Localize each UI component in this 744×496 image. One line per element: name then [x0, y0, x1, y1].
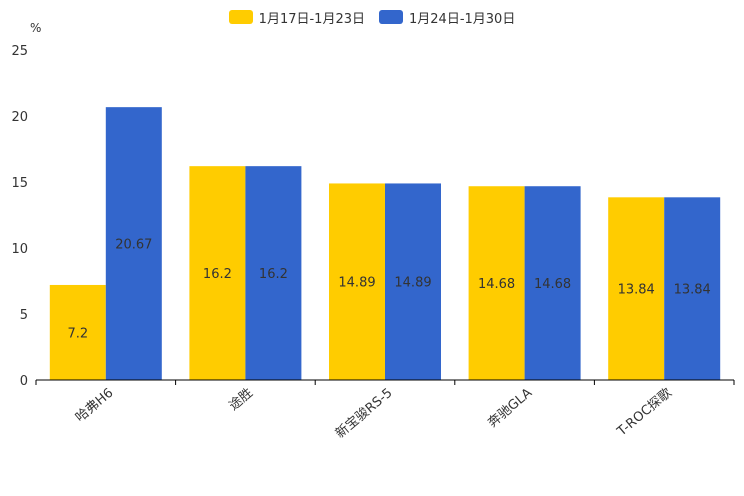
legend-label-series-2: 1月24日-1月30日 — [409, 11, 516, 27]
data-label: 20.67 — [115, 238, 152, 253]
bar-series-1[interactable] — [189, 166, 246, 380]
legend-swatch-series-1 — [228, 10, 253, 24]
bar-series-2[interactable] — [105, 107, 162, 380]
data-label: 14.89 — [338, 276, 375, 291]
y-axis-unit: % — [30, 21, 42, 35]
data-label: 14.68 — [534, 277, 571, 292]
legend-item-series-1[interactable]: 1月17日-1月23日 — [228, 7, 365, 27]
y-tick-label: 25 — [11, 44, 28, 59]
data-label: 7.2 — [67, 326, 88, 341]
legend-swatch-series-2 — [379, 10, 403, 24]
y-tick-label: 0 — [20, 374, 28, 389]
y-tick-label: 10 — [11, 242, 28, 257]
y-tick-label: 15 — [11, 176, 28, 191]
bar-series-1[interactable] — [608, 197, 665, 380]
legend-label-series-1: 1月17日-1月23日 — [258, 11, 365, 27]
bar-series-1[interactable] — [329, 183, 385, 380]
x-tick-label: 新宝骏RS-5 — [332, 385, 395, 442]
chart-legend: 1月17日-1月23日 1月24日-1月30日 — [0, 7, 744, 27]
x-tick-label: 哈弗H6 — [73, 386, 116, 426]
y-tick-label: 5 — [20, 308, 28, 323]
y-tick-label: 20 — [11, 110, 28, 125]
bar-series-2[interactable] — [385, 183, 441, 380]
bar-series-2[interactable] — [664, 197, 721, 380]
data-label: 14.89 — [394, 276, 431, 291]
bar-series-2[interactable] — [245, 166, 302, 380]
data-label: 16.2 — [203, 267, 232, 282]
bar-series-1[interactable] — [468, 186, 525, 380]
x-tick-label: 途胜 — [226, 385, 256, 414]
legend-item-series-2[interactable]: 1月24日-1月30日 — [379, 7, 515, 27]
bar-series-2[interactable] — [524, 186, 581, 380]
data-label: 13.84 — [618, 283, 655, 298]
bar-series-1[interactable] — [49, 284, 106, 380]
data-label: 13.84 — [674, 283, 711, 298]
x-tick-label: T-ROC探歌 — [614, 386, 675, 440]
x-tick-label: 奔驰GLA — [485, 386, 535, 431]
data-label: 16.2 — [259, 267, 288, 282]
data-label: 14.68 — [478, 277, 515, 292]
